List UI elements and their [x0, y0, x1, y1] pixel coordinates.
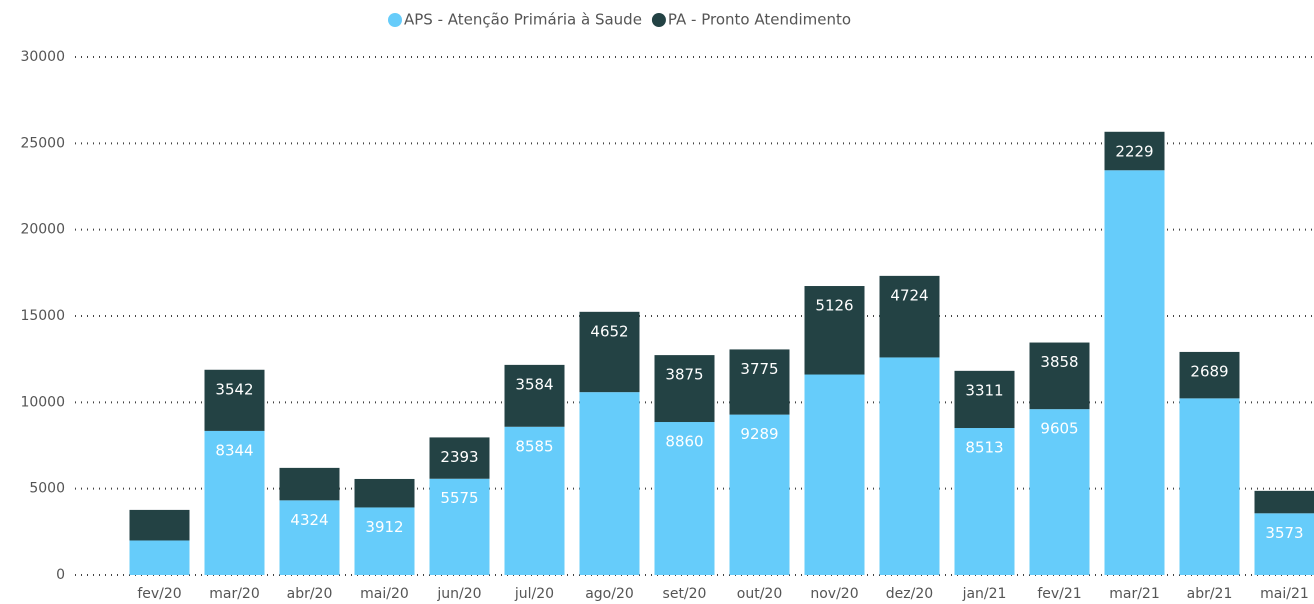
- bar-segment: [279, 500, 340, 575]
- legend-label: APS - Atenção Primária à Saude: [404, 11, 642, 29]
- bar-segment: [354, 507, 415, 575]
- data-label: 5575: [440, 489, 478, 507]
- bar-segment: [879, 357, 940, 575]
- bar-segment: [654, 422, 715, 575]
- bar-segment: [129, 509, 190, 541]
- legend-marker: [388, 13, 402, 27]
- data-label: 8513: [965, 439, 1003, 457]
- bar-segment: [954, 370, 1015, 429]
- bar-segment: [954, 428, 1015, 575]
- x-tick-label: mar/20: [209, 586, 260, 602]
- y-tick-label: 0: [56, 567, 65, 583]
- x-tick-label: abr/21: [1187, 586, 1233, 602]
- bar-segment: [1029, 342, 1090, 410]
- data-label: 4652: [590, 322, 628, 340]
- bar-segment: [204, 369, 265, 431]
- bar-segment: [204, 430, 265, 575]
- y-tick-label: 10000: [20, 394, 65, 410]
- data-label: 9289: [740, 425, 778, 443]
- x-tick-label: jan/21: [962, 586, 1007, 602]
- bar-segment: [579, 311, 640, 393]
- data-label: 8860: [665, 433, 703, 451]
- bar-segment: [1104, 170, 1165, 575]
- bar-segment: [579, 392, 640, 575]
- data-label: 4324: [290, 511, 328, 529]
- x-tick-label: ago/20: [585, 586, 634, 602]
- data-label: 3875: [665, 366, 703, 384]
- bar-segment: [129, 540, 190, 575]
- data-label: 2229: [1115, 142, 1153, 160]
- bar-segment: [1254, 490, 1314, 514]
- data-label: 3311: [965, 381, 1003, 399]
- legend-marker: [651, 13, 666, 27]
- y-tick-label: 15000: [20, 308, 65, 324]
- y-tick-label: 30000: [20, 49, 65, 65]
- bar-segment: [429, 437, 490, 479]
- x-tick-label: fev/21: [1037, 586, 1081, 602]
- x-tick-label: mar/21: [1109, 586, 1160, 602]
- x-tick-label: jul/20: [514, 586, 554, 602]
- y-tick-label: 20000: [20, 222, 65, 238]
- x-tick-label: out/20: [737, 586, 782, 602]
- bar-segment: [504, 364, 565, 427]
- bar-segment: [429, 478, 490, 575]
- data-label: 8344: [215, 441, 253, 459]
- bar-segment: [354, 478, 415, 508]
- x-tick-label: abr/20: [287, 586, 333, 602]
- bar-segment: [1104, 131, 1165, 171]
- bar-segment: [729, 414, 790, 575]
- bar-segment: [1254, 513, 1314, 575]
- data-label: 3858: [1040, 353, 1078, 371]
- data-label: 3584: [515, 375, 553, 393]
- x-tick-label: jun/20: [436, 586, 481, 602]
- bar-segment: [279, 467, 340, 501]
- bar-segment: [1179, 351, 1240, 399]
- bar-segment: [504, 426, 565, 575]
- data-label: 8585: [515, 437, 553, 455]
- y-tick-label: 5000: [29, 481, 65, 497]
- x-tick-label: dez/20: [886, 586, 933, 602]
- x-tick-label: mai/20: [360, 586, 409, 602]
- data-label: 3542: [215, 380, 253, 398]
- data-label: 4724: [890, 286, 928, 304]
- data-label: 5126: [815, 297, 853, 315]
- x-tick-label: mai/21: [1260, 586, 1309, 602]
- data-label: 3912: [365, 518, 403, 536]
- x-tick-label: fev/20: [137, 586, 181, 602]
- bar-segment: [804, 286, 865, 375]
- bar-segment: [729, 349, 790, 415]
- data-label: 3775: [740, 360, 778, 378]
- data-label: 3573: [1265, 524, 1303, 542]
- y-tick-label: 25000: [20, 135, 65, 151]
- bar-segment: [804, 374, 865, 575]
- data-label: 2689: [1190, 362, 1228, 380]
- bar-segment: [879, 275, 940, 358]
- bar-segment: [1029, 409, 1090, 575]
- bar-segment: [654, 355, 715, 423]
- data-label: 2393: [440, 448, 478, 466]
- data-label: 9605: [1040, 420, 1078, 438]
- x-tick-label: nov/20: [810, 586, 858, 602]
- bar-segment: [1179, 398, 1240, 575]
- legend-label: PA - Pronto Atendimento: [668, 11, 851, 29]
- x-tick-label: set/20: [663, 586, 707, 602]
